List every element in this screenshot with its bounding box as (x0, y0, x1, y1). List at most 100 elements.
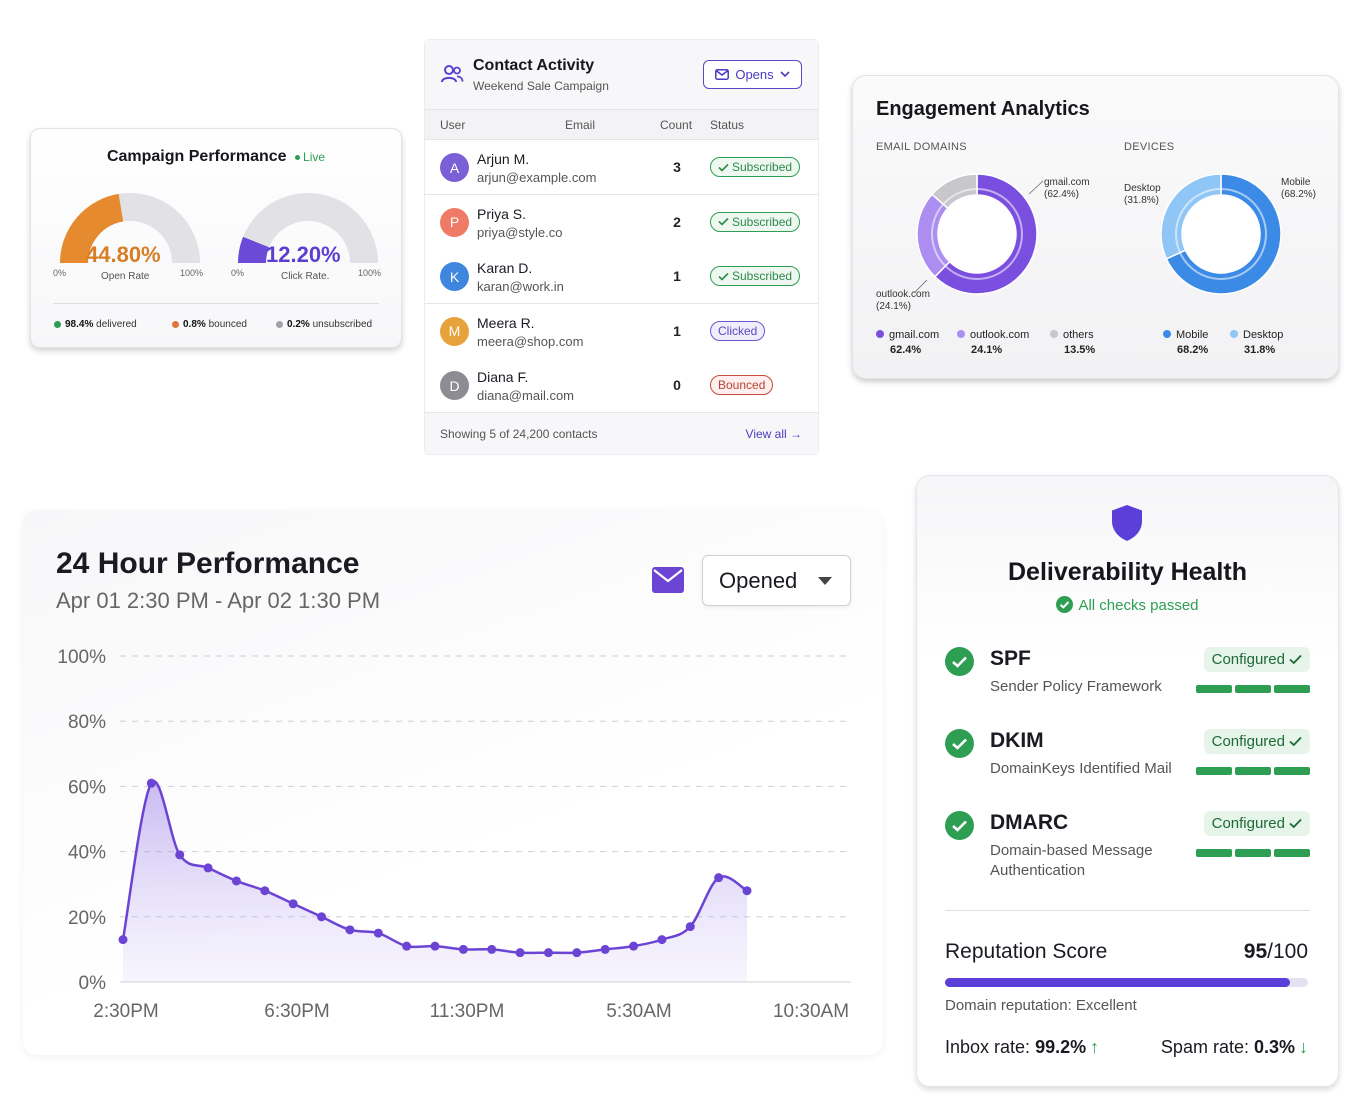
domain-reputation: Domain reputation: Excellent (945, 997, 1137, 1014)
click-rate-gauge-fill (238, 236, 270, 264)
click-rate-max: 100% (358, 268, 382, 278)
caret-down-icon (818, 577, 832, 585)
envelope-icon (715, 69, 730, 80)
spam-rate: Spam rate: 0.3% ↓ (1160, 1037, 1308, 1057)
gmail-dot-icon (876, 330, 884, 338)
check-circle-icon (945, 811, 974, 840)
contact-activity-card: Contact Activity Weekend Sale Campaign O… (425, 40, 818, 454)
unsubscribed-dot-icon (276, 321, 283, 328)
view-all-link[interactable]: View all → (745, 427, 802, 441)
x-tick-label: 10:30AM (773, 1001, 849, 1022)
contacts-table-header: User Email Count Status (425, 110, 818, 140)
others-dot-icon (1050, 330, 1058, 338)
data-point (515, 948, 525, 958)
click-rate-gauge-track (238, 193, 378, 264)
devices-slice-mobile (1165, 173, 1282, 295)
data-point (714, 873, 724, 883)
open-rate-label: Open Rate (101, 271, 150, 282)
reputation-score: 95/100 (1243, 940, 1308, 963)
checkmark-icon (718, 272, 729, 281)
configured-badge: Configured (1203, 811, 1310, 836)
data-point (657, 935, 667, 945)
check-circle-icon (945, 729, 974, 758)
deliverability-health-card: Deliverability Health All checks passed … (916, 475, 1339, 1087)
data-point (458, 944, 468, 954)
contact-row[interactable]: P Priya S. priya@style.co 2 Subscribed (425, 194, 818, 250)
open-rate-min: 0% (53, 268, 67, 278)
campaign-performance-card: Campaign Performance Live 44.80% Open Ra… (30, 128, 402, 348)
contact-name: Diana F. (477, 369, 529, 386)
check-circle-icon (1056, 596, 1074, 613)
metric-select[interactable]: Opened (702, 555, 851, 606)
live-badge: Live (295, 150, 325, 164)
check-dkim: DKIM DomainKeys Identified Mail Configur… (945, 729, 1310, 809)
check-circle-icon (945, 647, 974, 676)
callout-lines (914, 180, 1044, 293)
avatar: A (440, 153, 469, 182)
contact-email: karan@work.in (477, 279, 564, 295)
data-point (175, 850, 185, 860)
contact-name: Priya S. (477, 205, 527, 222)
contact-row[interactable]: D Diana F. diana@mail.com 0 Bounced (425, 358, 818, 414)
reputation-progress (945, 978, 1308, 987)
y-tick-label: 60% (68, 777, 106, 798)
click-rate-label: Click Rate. (281, 271, 330, 282)
contact-count: 2 (673, 213, 681, 230)
inbox-rate: Inbox rate: 99.2% ↑ (945, 1037, 1100, 1057)
data-point (402, 941, 412, 951)
campaign-divider (53, 303, 379, 304)
strength-bars (1196, 849, 1310, 857)
shield-icon (1112, 505, 1142, 541)
opens-filter-button[interactable]: Opens (703, 60, 802, 89)
domains-inner-ring (931, 188, 1023, 280)
delivered-dot-icon (54, 321, 61, 328)
contact-row[interactable]: A Arjun M. arjun@example.com 3 Subscribed (425, 140, 818, 195)
24-hour-performance-card: 24 Hour Performance Apr 01 2:30 PM - Apr… (23, 510, 883, 1055)
outlook-callout: outlook.com (24.1%) (876, 289, 930, 312)
contact-row[interactable]: M Meera R. meera@shop.com 1 Clicked (425, 303, 818, 359)
col-user: User (440, 118, 466, 132)
contact-email: diana@mail.com (477, 388, 575, 404)
configured-badge: Configured (1203, 647, 1310, 672)
check-name: DKIM (990, 729, 1044, 752)
performance-date-range: Apr 01 2:30 PM - Apr 02 1:30 PM (56, 588, 381, 613)
outlook-dot-icon (957, 330, 965, 338)
y-tick-label: 20% (68, 908, 106, 929)
devices-inner-ring (1175, 188, 1267, 280)
data-point (288, 899, 298, 909)
engagement-analytics-card: Engagement Analytics EMAIL DOMAINS DEVIC… (852, 75, 1339, 379)
status-badge: Bounced (710, 375, 774, 396)
legend-others: others 13.5% (1050, 328, 1095, 358)
deliverability-title: Deliverability Health (1008, 558, 1247, 586)
y-tick-label: 40% (68, 843, 106, 864)
gmail-callout: gmail.com (62.4%) (1044, 177, 1090, 200)
status-badge: Clicked (710, 320, 766, 341)
check-description: DomainKeys Identified Mail (990, 760, 1172, 777)
x-tick-label: 11:30PM (430, 1001, 505, 1022)
campaign-title: Campaign Performance Live (106, 148, 326, 165)
check-name: SPF (990, 647, 1031, 670)
click-rate-min: 0% (231, 268, 245, 278)
reputation-label: Reputation Score (945, 940, 1108, 963)
strength-bars (1196, 767, 1310, 775)
x-tick-label: 2:30PM (93, 1001, 158, 1022)
live-dot-icon (295, 155, 301, 161)
checks-status: All checks passed (917, 596, 1338, 614)
data-point (345, 925, 355, 935)
open-rate-gauge-fill (60, 193, 124, 264)
y-tick-label: 100% (57, 647, 106, 668)
contact-count: 0 (673, 377, 681, 394)
contact-row[interactable]: K Karan D. karan@work.in 1 Subscribed (425, 249, 818, 305)
col-email: Email (565, 118, 596, 132)
data-point (629, 941, 639, 951)
performance-title: 24 Hour Performance (56, 547, 360, 580)
y-tick-label: 80% (68, 712, 106, 733)
devices-donut (1160, 173, 1282, 295)
opens-filter-label: Opens (735, 67, 774, 82)
strength-bars (1196, 685, 1310, 693)
status-badge: Subscribed (710, 266, 801, 287)
checkmark-icon (718, 218, 729, 226)
click-rate-gauge (238, 193, 378, 264)
devices-hole (1183, 196, 1259, 272)
check-description: Sender Policy Framework (990, 678, 1162, 695)
